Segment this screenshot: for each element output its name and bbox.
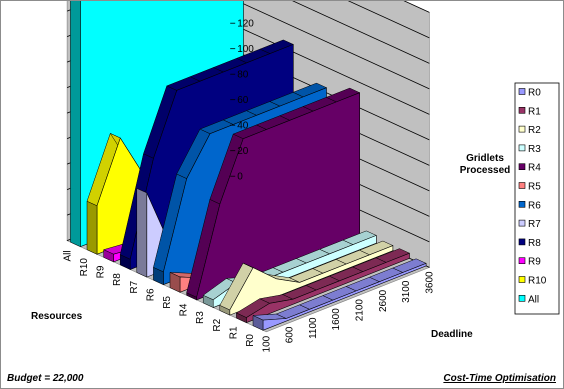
legend-label: R3 bbox=[528, 144, 541, 155]
legend-swatch bbox=[518, 219, 526, 227]
x-tick-label: 600 bbox=[285, 326, 296, 343]
legend-label: All bbox=[528, 294, 539, 305]
series-edge bbox=[202, 294, 214, 308]
z-tick-label: R7 bbox=[129, 280, 140, 293]
series-edge bbox=[252, 315, 264, 331]
y-tick-label: 80 bbox=[237, 70, 249, 81]
legend-label: R1 bbox=[528, 106, 541, 117]
z-axis-title: Resources bbox=[31, 311, 83, 322]
legend-swatch bbox=[518, 107, 526, 114]
legend-label: R4 bbox=[528, 163, 541, 174]
x-tick-label: 2100 bbox=[355, 299, 366, 322]
y-tick-label: 20 bbox=[237, 146, 249, 157]
x-axis-title: Deadline bbox=[431, 329, 473, 340]
z-tick-label: R6 bbox=[145, 288, 156, 301]
legend-swatch bbox=[518, 163, 526, 170]
z-tick-label: R5 bbox=[162, 296, 173, 309]
series-edge bbox=[136, 188, 148, 278]
x-tick-label: 2600 bbox=[378, 289, 389, 312]
series-edge bbox=[169, 272, 181, 293]
z-tick-label: R0 bbox=[245, 334, 256, 347]
z-tick-label: R1 bbox=[228, 326, 239, 339]
legend-label: R6 bbox=[528, 200, 541, 211]
series-r1 bbox=[235, 248, 411, 324]
y-tick-label: 60 bbox=[237, 95, 249, 106]
series-edge bbox=[86, 200, 98, 255]
z-tick-label: R3 bbox=[195, 311, 206, 324]
z-tick-label: R2 bbox=[212, 318, 223, 331]
series-edge bbox=[219, 305, 231, 316]
legend-label: R5 bbox=[528, 182, 541, 193]
y-tick-label: 140 bbox=[237, 1, 254, 4]
series-edge bbox=[236, 312, 247, 324]
legend-label: R2 bbox=[528, 125, 541, 136]
legend-label: R9 bbox=[528, 257, 541, 268]
x-tick-label: 3100 bbox=[401, 280, 412, 303]
legend bbox=[514, 82, 560, 315]
legend-swatch bbox=[518, 144, 526, 152]
series-edge bbox=[70, 1, 81, 248]
x-tick-label: 3600 bbox=[424, 271, 435, 294]
y-tick-label: 0 bbox=[237, 172, 243, 183]
series-r4 bbox=[186, 87, 361, 301]
legend-label: R10 bbox=[528, 276, 547, 287]
z-tick-label: R10 bbox=[79, 258, 90, 277]
legend-label: R7 bbox=[528, 219, 541, 230]
legend-swatch bbox=[518, 88, 526, 95]
z-tick-label: R8 bbox=[112, 273, 123, 286]
series-edge bbox=[119, 254, 131, 270]
x-tick-label: 100 bbox=[261, 335, 272, 352]
legend-label: R0 bbox=[528, 88, 541, 99]
legend-swatch bbox=[518, 182, 526, 189]
series-area bbox=[246, 252, 410, 324]
legend-swatch bbox=[518, 294, 526, 302]
z-tick-label: R4 bbox=[179, 303, 190, 316]
y-tick-label: 100 bbox=[237, 44, 254, 55]
legend-swatch bbox=[518, 257, 526, 265]
series-edge bbox=[153, 267, 164, 286]
series-area bbox=[262, 262, 427, 331]
y-tick-label: 40 bbox=[237, 121, 249, 132]
x-tick-label: 1600 bbox=[331, 308, 342, 331]
chart-caption: Cost-Time Optimisation bbox=[443, 373, 556, 384]
z-tick-label: R9 bbox=[96, 265, 107, 278]
legend-swatch bbox=[518, 201, 526, 208]
y-tick-label: 120 bbox=[237, 19, 254, 30]
y-axis-title: Gridlets Processed bbox=[460, 153, 511, 176]
series-area bbox=[196, 92, 361, 301]
x-tick-label: 1100 bbox=[308, 317, 319, 339]
legend-label: R8 bbox=[528, 238, 541, 249]
budget-note: Budget = 22,000 bbox=[7, 373, 84, 384]
gridline bbox=[66, 1, 430, 39]
legend-swatch bbox=[518, 276, 526, 283]
series-r0 bbox=[252, 258, 427, 331]
series-edge bbox=[186, 292, 197, 301]
series-edge bbox=[103, 249, 114, 263]
legend-swatch bbox=[518, 238, 526, 246]
z-tick-label: All bbox=[62, 250, 73, 261]
legend-swatch bbox=[518, 125, 526, 133]
